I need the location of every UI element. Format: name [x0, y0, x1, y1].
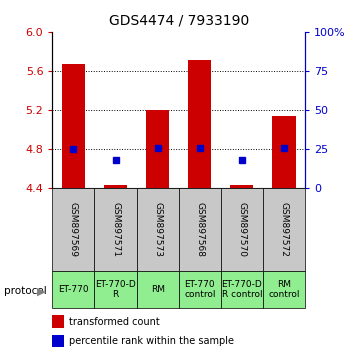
Text: ET-770
control: ET-770 control [184, 280, 216, 299]
Title: GDS4474 / 7933190: GDS4474 / 7933190 [109, 14, 249, 28]
Text: ET-770-D
R control: ET-770-D R control [222, 280, 262, 299]
Text: GSM897569: GSM897569 [69, 202, 78, 257]
Bar [52, 315, 64, 328]
Text: ET-770-D
R: ET-770-D R [95, 280, 136, 299]
Bar [230, 185, 253, 188]
Bar [263, 188, 305, 271]
Text: transformed count: transformed count [69, 316, 160, 327]
Bar [95, 188, 136, 271]
Text: GSM897568: GSM897568 [195, 202, 204, 257]
Text: GSM897572: GSM897572 [279, 202, 288, 257]
Text: RM: RM [151, 285, 165, 294]
Bar [136, 188, 179, 271]
Bar [95, 271, 136, 308]
Bar [179, 188, 221, 271]
Bar [62, 64, 85, 188]
Bar [179, 271, 221, 308]
Bar [146, 110, 169, 188]
Text: ET-770: ET-770 [58, 285, 89, 294]
Text: protocol: protocol [4, 286, 46, 296]
Text: GSM897573: GSM897573 [153, 202, 162, 257]
Bar [263, 271, 305, 308]
Bar [136, 271, 179, 308]
Text: RM
control: RM control [268, 280, 300, 299]
Text: percentile rank within the sample: percentile rank within the sample [69, 336, 234, 346]
Text: GSM897570: GSM897570 [238, 202, 246, 257]
Bar [52, 271, 95, 308]
Bar [104, 185, 127, 188]
Bar [221, 271, 263, 308]
Text: ▶: ▶ [37, 286, 46, 296]
Bar [52, 188, 95, 271]
Bar [52, 335, 64, 347]
Bar [273, 116, 296, 188]
Bar [188, 60, 211, 188]
Bar [221, 188, 263, 271]
Text: GSM897571: GSM897571 [111, 202, 120, 257]
